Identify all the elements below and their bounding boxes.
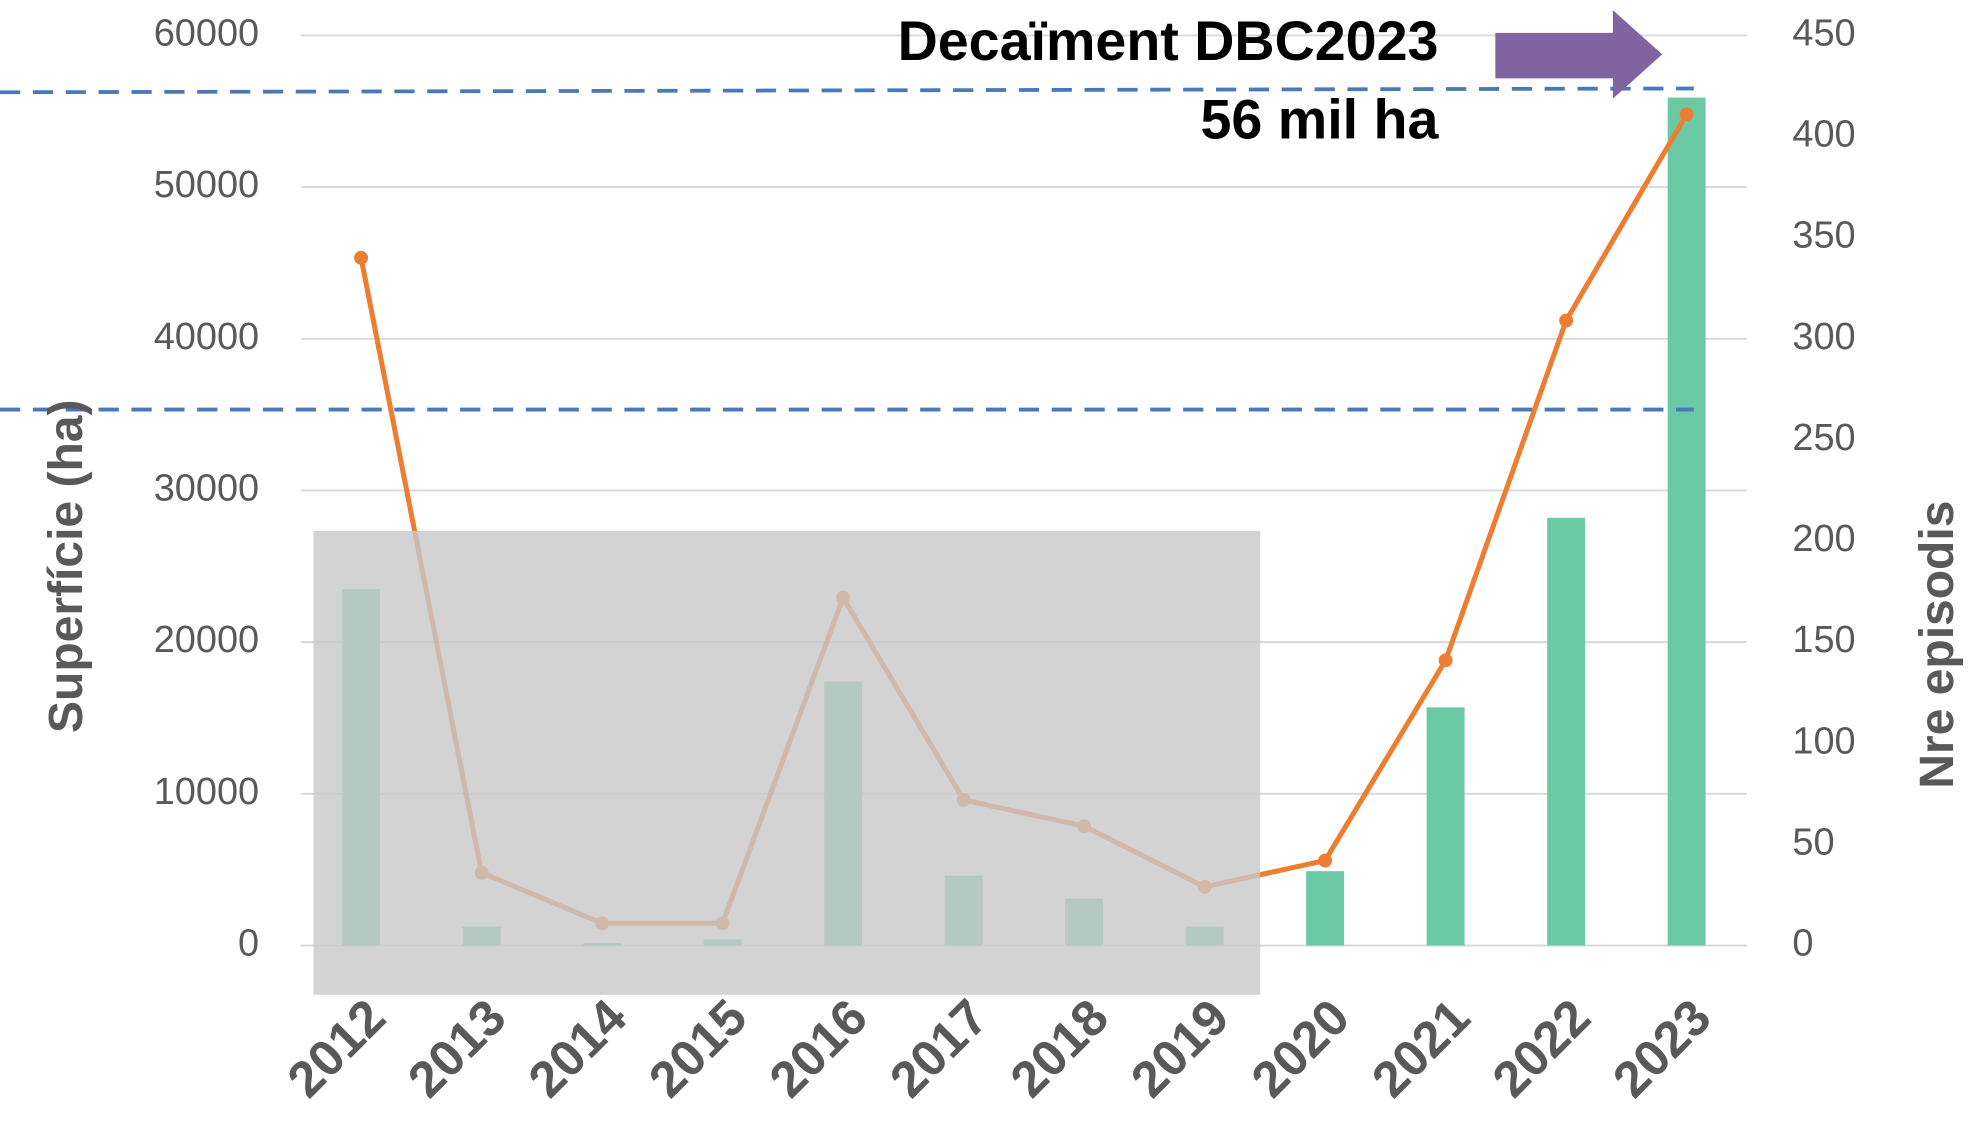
x-tick-label: 2022 (1481, 988, 1601, 1108)
y2-tick-label: 100 (1792, 720, 1855, 762)
annotation: Decaïment DBC2023 (898, 10, 1439, 72)
x-tick-label: 2012 (276, 988, 396, 1108)
x-tick-label: 2016 (758, 988, 878, 1108)
y2-tick-label: 50 (1792, 821, 1834, 863)
y-tick-label: 20000 (154, 619, 259, 661)
y-tick-label: 40000 (154, 316, 259, 358)
x-tick-label: 2013 (397, 988, 517, 1108)
x-tick-label: 2018 (999, 988, 1119, 1108)
y2-tick-label: 250 (1792, 417, 1855, 459)
point (1559, 313, 1574, 328)
x-tick-label: 2017 (879, 988, 999, 1108)
y2-tick-label: 200 (1792, 518, 1855, 560)
y2-tick-label: 400 (1792, 114, 1855, 156)
dashed-line (0, 86, 1694, 95)
point (354, 250, 369, 265)
y-tick-label: 30000 (154, 467, 259, 509)
bar (1547, 517, 1586, 946)
annotation: 56 mil ha (1200, 89, 1439, 151)
y-tick-label: 0 (238, 923, 259, 965)
y-tick-label: 60000 (154, 12, 259, 54)
y-axis-title: Superfície (ha) (40, 400, 93, 734)
bar (1667, 97, 1706, 946)
x-tick-label: 2020 (1240, 988, 1360, 1108)
y2-tick-label: 150 (1792, 619, 1855, 661)
highlight-box (313, 530, 1261, 995)
y2-tick-label: 300 (1792, 316, 1855, 358)
x-tick-label: 2019 (1120, 988, 1240, 1108)
point (1438, 653, 1453, 668)
x-tick-label: 2023 (1602, 988, 1722, 1108)
y-tick-label: 50000 (154, 164, 259, 206)
y2-tick-label: 350 (1792, 215, 1855, 257)
arrow (1495, 10, 1663, 99)
bar (1306, 871, 1345, 946)
bar (1426, 707, 1465, 946)
point (1318, 853, 1333, 868)
x-tick-label: 2021 (1361, 988, 1481, 1108)
y2-axis-title: Nre episodis (1911, 501, 1964, 789)
x-tick-label: 2014 (517, 988, 637, 1108)
y2-tick-label: 450 (1792, 12, 1855, 54)
point (1679, 107, 1694, 122)
y2-tick-label: 0 (1792, 923, 1813, 965)
x-tick-label: 2015 (638, 988, 758, 1108)
y-tick-label: 10000 (154, 771, 259, 813)
